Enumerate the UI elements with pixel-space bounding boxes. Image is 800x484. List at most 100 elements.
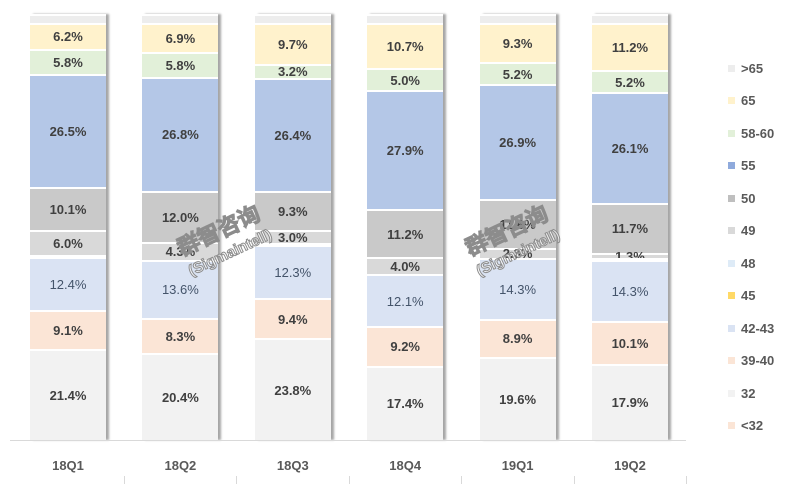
legend-item: <32: [728, 410, 774, 443]
data-label: 13.6%: [161, 282, 199, 298]
bar-segment: 21.4%: [30, 348, 106, 440]
legend-label: >65: [741, 60, 764, 76]
bar-segment: 8.3%: [142, 317, 219, 354]
data-label: 11.6%: [499, 216, 536, 232]
legend-swatch-icon: [728, 357, 735, 365]
x-tick-mark: [236, 476, 238, 484]
data-label: 8.3%: [165, 329, 196, 345]
bar-18Q2: 20.4% 8.3% 13.6% 4.3% 12.0% 26.8% 5.8% 6.9%: [142, 14, 219, 440]
legend-label: 58-60: [741, 125, 775, 141]
data-label: 11.7%: [611, 221, 649, 237]
data-label: 26.9%: [499, 135, 537, 150]
bar-segment: 9.2%: [367, 326, 444, 366]
bar-segment: 6.0%: [30, 229, 106, 256]
data-label: 9.7%: [277, 36, 308, 52]
bar-segment: 20.4%: [142, 353, 219, 440]
legend-item: 50: [728, 182, 774, 215]
legend-item: >65: [728, 52, 774, 85]
bar-segment: 3.2%: [254, 64, 331, 78]
bar-segment: [479, 14, 556, 23]
data-label: 9.3%: [502, 35, 533, 51]
legend-swatch-icon: [728, 162, 735, 170]
bar-segment: 5.2%: [479, 62, 556, 85]
data-label: 14.3%: [611, 284, 649, 300]
data-label: 4.3%: [165, 244, 196, 260]
data-label: 9.3%: [277, 204, 308, 220]
bar-19Q1: 19.6% 8.9% 14.3% 2.3% 11.6% 26.9% 5.2% 9.3%: [479, 14, 556, 440]
bar-segment: 23.8%: [254, 338, 331, 440]
data-label: 19.6%: [499, 391, 537, 407]
bar-segment: [30, 14, 106, 23]
bar-segment: 26.9%: [479, 84, 556, 199]
data-label: 4.0%: [390, 259, 420, 275]
data-label: 5.2%: [502, 66, 533, 82]
legend-swatch-icon: [728, 259, 735, 267]
legend-label: 65: [741, 93, 756, 109]
data-label: 26.4%: [274, 127, 312, 143]
data-label: 11.2%: [387, 226, 424, 242]
legend-item: 55: [728, 150, 774, 183]
legend-swatch-icon: [728, 194, 735, 202]
bar-segment: 26.5%: [30, 73, 106, 187]
bar-segment: 19.6%: [479, 356, 556, 440]
data-label: 12.0%: [161, 209, 199, 225]
bar-segment: 10.7%: [367, 22, 444, 69]
bar-segment: 5.2%: [592, 70, 668, 93]
legend-label: 39-40: [741, 353, 775, 369]
data-label: 6.9%: [165, 30, 196, 46]
bar-18Q3: 23.8% 9.4% 12.3% 3.0% 9.3% 26.4% 3.2% 9.7%: [254, 14, 331, 440]
data-label: 5.0%: [390, 72, 420, 88]
data-label: 9.2%: [390, 339, 420, 355]
bar-segment: 4.3%: [142, 241, 219, 260]
data-label: 6.0%: [53, 235, 83, 251]
bar-segment: 2.3%: [479, 247, 556, 260]
bar-segment: 9.1%: [30, 310, 106, 349]
bar-segment: [367, 14, 444, 23]
bar-segment: 12.1%: [367, 274, 444, 327]
bar-segment: 9.3%: [479, 22, 556, 63]
legend-label: 32: [741, 385, 756, 401]
legend-swatch-icon: [728, 97, 735, 105]
legend-item: 45: [728, 280, 774, 313]
bar-segment: 26.4%: [254, 77, 331, 191]
x-tick-mark: [573, 476, 575, 484]
bar-segment: 11.7%: [592, 203, 668, 253]
data-label: 3.0%: [277, 230, 308, 246]
bar-segment: 5.8%: [30, 49, 106, 74]
data-label: 5.8%: [165, 57, 196, 73]
data-label: 12.1%: [386, 293, 424, 309]
legend-swatch-icon: [728, 324, 735, 332]
bar-segment: [592, 14, 668, 23]
legend-item: 58-60: [728, 117, 774, 150]
bar-segment: 10.1%: [592, 321, 668, 364]
legend-swatch-icon: [728, 64, 735, 72]
legend-swatch-icon: [728, 227, 735, 235]
bar-segment: 26.8%: [142, 76, 219, 191]
bar-segment: 27.9%: [367, 89, 444, 210]
bar-segment: 12.4%: [30, 257, 106, 311]
data-label: 10.1%: [49, 201, 87, 217]
x-tick-mark: [348, 476, 350, 484]
bar-segment: 11.2%: [367, 209, 444, 258]
bar-segment: 6.2%: [30, 22, 106, 49]
x-tick-label: 18Q4: [389, 458, 422, 473]
legend-label: 50: [741, 190, 756, 206]
data-label: 20.4%: [161, 390, 199, 406]
x-tick-mark: [686, 476, 687, 484]
legend-item: 32: [728, 377, 774, 410]
bar-segment: 11.6%: [479, 198, 556, 249]
bar-segment: 4.0%: [367, 257, 444, 275]
bar-segment: [254, 14, 331, 23]
bar-segment: 17.9%: [592, 363, 668, 440]
bar-segment: 14.3%: [479, 257, 556, 319]
legend-item: 65: [728, 85, 774, 118]
legend: >65 65 58-60 55 50 49 48 45 42-43 39-40 32 <32: [728, 52, 774, 442]
legend-label: 49: [741, 223, 756, 239]
data-label: 14.3%: [499, 281, 537, 297]
bar-segment: [592, 258, 668, 261]
x-tick-label: 18Q2: [164, 458, 197, 473]
bar-segment: 13.6%: [142, 260, 219, 318]
data-label: 6.2%: [53, 29, 83, 45]
bar-segment: 6.9%: [142, 22, 219, 52]
data-label: 9.4%: [277, 311, 308, 327]
